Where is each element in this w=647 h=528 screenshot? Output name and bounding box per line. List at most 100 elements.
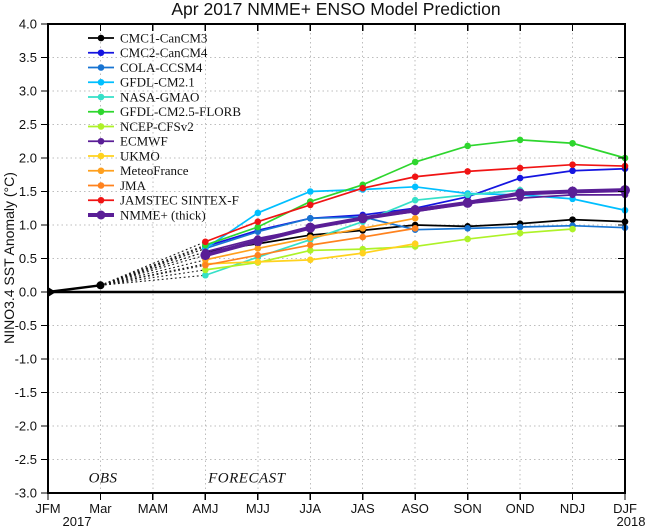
legend-label: NASA-GMAO (120, 89, 199, 104)
fan-dotted-line (100, 264, 206, 286)
legend-item-ukmo: UKMO (88, 148, 160, 163)
legend-item-cola-ccsm4: COLA-CCSM4 (88, 60, 203, 75)
y-tick-label: 1.5 (19, 184, 37, 199)
data-point (411, 225, 419, 232)
data-point (305, 222, 316, 233)
legend-marker (97, 167, 105, 175)
legend-item-cmc1-cancm3: CMC1-CanCM3 (88, 30, 207, 45)
fan-dotted-line (100, 254, 206, 286)
data-point (464, 225, 471, 232)
y-tick-label: 4.0 (19, 17, 37, 32)
data-point (464, 168, 471, 175)
data-point (516, 223, 524, 231)
y-tick-label: -0.5 (15, 318, 37, 333)
legend-item-nasa-gmao: NASA-GMAO (88, 89, 199, 104)
fan-dotted-line (100, 244, 206, 286)
fan-dotted-line (100, 251, 206, 286)
data-point (254, 245, 262, 252)
data-point (357, 213, 368, 224)
y-tick-label: 2.5 (19, 117, 37, 132)
y-tick-label: 3.0 (19, 84, 37, 99)
axes-frame (41, 23, 626, 500)
data-point (359, 184, 367, 192)
x-tick-label: MAM (138, 501, 168, 516)
fan-dotted-line (100, 259, 206, 286)
data-point (306, 201, 314, 209)
legend-label: JMA (120, 178, 147, 193)
legend-item-gfdl-cm2-5-florb: GFDL-CM2.5-FLORB (88, 104, 241, 119)
x-tick-label: AMJ (192, 501, 218, 516)
data-point (202, 271, 209, 279)
legend-item-ecmwf: ECMWF (88, 134, 168, 149)
y-tick-label: 3.5 (19, 50, 37, 65)
legend-marker (97, 108, 105, 116)
x-tick-label: JFM (35, 501, 60, 516)
x-tick-label: ASO (401, 501, 428, 516)
data-point (200, 250, 211, 261)
legend-marker (97, 196, 105, 204)
y-tick-label: 0.5 (19, 251, 37, 266)
data-point (306, 188, 314, 195)
y-tick-label: -2.0 (15, 419, 37, 434)
data-point (410, 205, 421, 216)
chart-legend: CMC1-CanCM3CMC2-CanCM4COLA-CCSM4GFDL-CM2… (88, 30, 241, 222)
annotation-forecast: FORECAST (207, 470, 286, 486)
data-point (306, 215, 314, 222)
y-tick-label: -1.0 (15, 352, 37, 367)
legend-item-meteofrance: MeteoFrance (88, 163, 189, 178)
data-point (252, 236, 263, 247)
year-label-left: 2017 (63, 514, 92, 528)
data-point (411, 196, 419, 204)
legend-marker (96, 210, 106, 220)
legend-marker (97, 93, 105, 101)
data-point (306, 247, 314, 254)
fan-dotted-line (100, 241, 206, 286)
x-tick-label: DJF (613, 501, 637, 516)
obs-point (96, 281, 105, 290)
data-point (516, 164, 524, 172)
legend-marker (97, 49, 105, 57)
data-point (516, 136, 524, 144)
y-tick-label: -2.5 (15, 452, 37, 467)
data-point (569, 139, 576, 147)
legend-item-jamstec-sintex-f: JAMSTEC SINTEX-F (88, 193, 239, 208)
data-point (254, 223, 262, 231)
data-point (411, 215, 419, 222)
x-tick-label: JJA (299, 501, 321, 516)
legend-label: NCEP-CFSv2 (120, 119, 194, 134)
data-point (254, 218, 262, 225)
gridlines (48, 24, 625, 493)
data-point (254, 209, 262, 217)
data-point (411, 183, 419, 191)
legend-marker (97, 34, 105, 42)
legend-label: UKMO (120, 148, 160, 163)
data-point (202, 238, 209, 246)
data-point (515, 188, 526, 199)
data-point (359, 249, 367, 257)
data-point (306, 234, 314, 242)
data-point (516, 229, 524, 237)
legend-label: COLA-CCSM4 (120, 60, 203, 75)
data-point (516, 174, 524, 182)
y-tick-label: 1.0 (19, 218, 37, 233)
legend-label: NMME+ (thick) (120, 207, 206, 222)
x-tick-label: SON (454, 501, 482, 516)
plot-area: 4.0 3.5 3.0 2.5 2.0 1.5 1.0 0.5 0.0 -0.5 -1.0 -1.5 -… (15, 17, 646, 528)
data-point (254, 228, 262, 235)
y-tick-label: 2.0 (19, 151, 37, 166)
y-axis-label: NINO3.4 SST Anomaly (°C) (1, 172, 17, 344)
data-point (462, 197, 473, 208)
legend-item-gfdl-cm2-1: GFDL-CM2.1 (88, 75, 195, 90)
annotation-obs: OBS (89, 470, 118, 486)
legend-label: CMC2-CanCM4 (120, 45, 208, 60)
legend-marker (97, 78, 105, 86)
legend-marker (97, 137, 105, 145)
data-point (411, 173, 419, 181)
data-point (306, 256, 314, 264)
data-point (411, 158, 419, 166)
data-point (359, 233, 367, 241)
data-point (411, 240, 419, 248)
fan-dotted-line (100, 245, 206, 286)
